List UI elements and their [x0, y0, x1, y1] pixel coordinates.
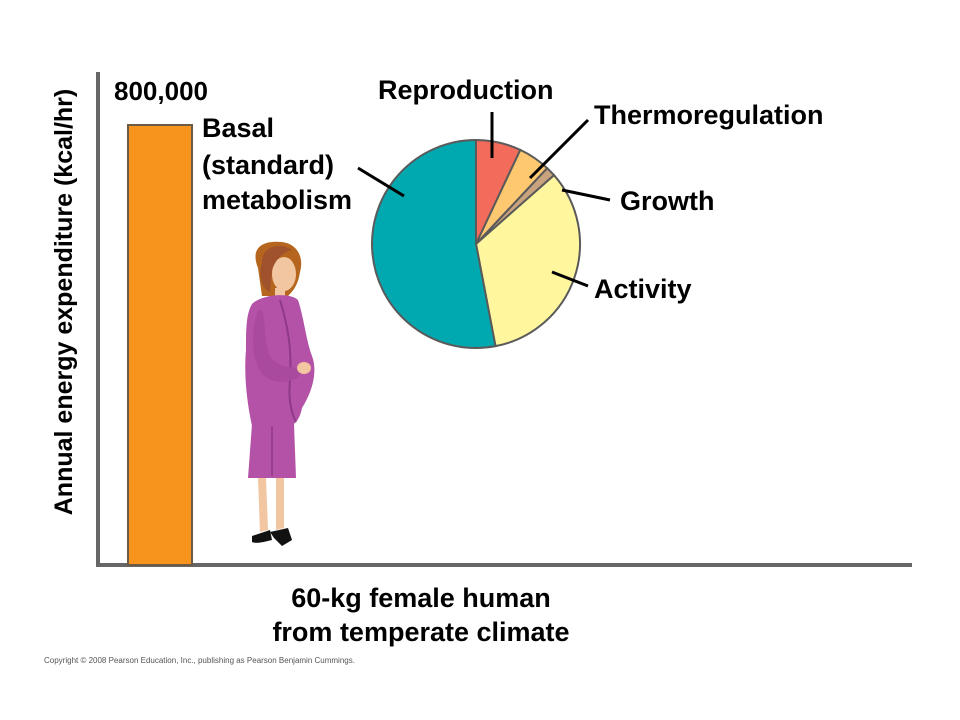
pie-slice-basal: [371, 138, 497, 349]
leader-growth: [561, 188, 611, 202]
woman-illustration: [245, 241, 315, 546]
bar-series: [127, 124, 193, 566]
pie-label-basal-line-2: (standard): [202, 150, 334, 180]
pie-slice-activity: [474, 173, 582, 348]
y-axis-label: Annual energy expenditure (kcal/hr): [50, 89, 78, 516]
pie-label-thermoregulation: Thermoregulation: [594, 100, 824, 130]
bar-value-label: 800,000: [114, 76, 208, 106]
x-axis-label-line-2: from temperate climate: [272, 617, 569, 647]
copyright-text: Copyright © 2008 Pearson Education, Inc.…: [44, 656, 355, 665]
pie-label-activity: Activity: [594, 274, 692, 304]
pie-chart: [371, 138, 582, 349]
leader-thermoregulation: [528, 118, 590, 180]
pie-label-reproduction: Reproduction: [378, 75, 554, 105]
bar: [127, 124, 193, 566]
pie-label-basal-line-3: metabolism: [202, 185, 352, 215]
leader-basal: [357, 166, 405, 198]
x-axis-label-line-1: 60-kg female human: [291, 583, 551, 613]
pie-label-basal-line-1: Basal: [202, 113, 274, 143]
pie-label-growth: Growth: [620, 186, 715, 216]
leader-activity: [551, 270, 589, 288]
